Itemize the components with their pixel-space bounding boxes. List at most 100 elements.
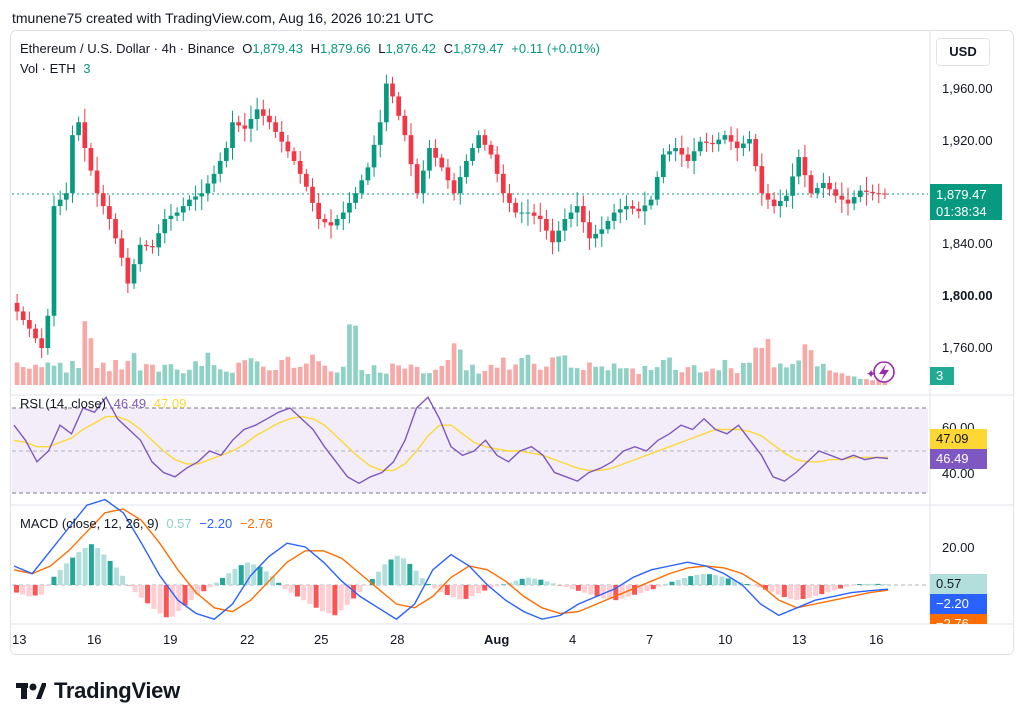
currency-button[interactable]: USD <box>936 38 990 66</box>
countdown-timer: 01:38:34 <box>936 204 987 219</box>
macd-histogram-bar <box>120 575 126 585</box>
candle-body <box>544 219 549 231</box>
volume-bar <box>605 370 611 385</box>
candle-body <box>728 135 734 142</box>
macd-histogram-bar <box>863 583 869 585</box>
lightning-icon[interactable] <box>873 361 895 383</box>
price-tick-1840: 1,840.00 <box>942 236 993 251</box>
macd-histogram-bar <box>313 585 319 608</box>
candle-body <box>82 122 88 149</box>
high-value: 1,879.66 <box>319 41 371 56</box>
volume-bar <box>27 368 32 385</box>
candle-body <box>827 182 832 190</box>
volume-bar <box>143 364 149 385</box>
volume-bar <box>113 359 118 385</box>
volume-bar <box>285 356 291 385</box>
macd-histogram-bar <box>207 585 213 588</box>
current-price-tag-value: 1,879.47 <box>936 187 987 202</box>
volume-bar <box>236 362 241 385</box>
candle-body <box>57 199 63 207</box>
candle-body <box>667 151 672 155</box>
rsi-ma-value: 47.09 <box>153 396 187 411</box>
volume-bar <box>76 367 81 385</box>
low-value: 1,876.42 <box>385 41 437 56</box>
volume-bar <box>408 364 414 385</box>
volume-bar <box>174 369 180 385</box>
candle-body <box>162 219 168 234</box>
volume-bar <box>82 321 88 385</box>
volume-bar <box>673 369 678 385</box>
candle-body <box>630 206 635 209</box>
symbol-label[interactable]: Ethereum / U.S. Dollar · 4h · Binance <box>20 41 235 56</box>
candle-body <box>500 173 506 194</box>
macd-histogram-bar <box>20 585 26 595</box>
volume-bar <box>353 325 358 385</box>
macd-histogram-bar <box>763 585 769 590</box>
candle-body <box>408 135 414 165</box>
macd-histogram-bar <box>101 554 107 585</box>
candle-body <box>451 180 457 194</box>
volume-bar <box>457 349 463 385</box>
volume-bar <box>531 363 537 385</box>
candle-body <box>636 208 642 212</box>
candle-body <box>168 215 174 219</box>
macd-histogram-bar <box>681 577 687 585</box>
candle-body <box>254 109 260 120</box>
chart-frame <box>10 30 1014 655</box>
candle-body <box>193 196 198 200</box>
candle-body <box>802 157 808 176</box>
volume-bar <box>125 361 131 385</box>
rsi-tick-40: 40.00 <box>942 466 975 481</box>
candle-body <box>427 148 432 171</box>
candle-body <box>580 206 586 223</box>
macd-histogram-bar <box>263 571 269 585</box>
volume-bar <box>384 373 389 385</box>
macd-histogram-bar <box>775 585 781 595</box>
volume-bar <box>537 369 543 385</box>
volume-bar <box>291 367 297 385</box>
macd-histogram-bar <box>557 585 563 586</box>
time-tick-19: 19 <box>163 632 177 647</box>
volume-label[interactable]: Vol · ETH <box>20 61 76 76</box>
change-value: +0.11 (+0.01%) <box>511 41 600 56</box>
candle-body <box>759 166 765 194</box>
macd-histogram-bar <box>257 566 263 585</box>
volume-bar <box>833 372 839 385</box>
low-label: L <box>378 41 386 56</box>
tradingview-logo[interactable]: TradingView <box>16 678 180 704</box>
macd-histogram-bar <box>82 547 88 585</box>
macd-histogram-bar <box>725 578 731 585</box>
candle-body <box>599 229 605 234</box>
macd-histogram-bar <box>107 560 113 585</box>
candle-body <box>230 122 235 149</box>
volume-bar <box>611 363 617 385</box>
volume-bar <box>654 367 660 385</box>
candle-body <box>273 122 278 132</box>
volume-bar <box>119 369 125 385</box>
macd-histogram-bar <box>319 585 325 612</box>
candle-body <box>285 141 291 152</box>
macd-histogram-bar <box>669 581 675 585</box>
candle-body <box>119 238 125 258</box>
macd-label[interactable]: MACD (close, 12, 26, 9) <box>20 516 159 531</box>
volume-bar <box>876 379 882 385</box>
volume-bar <box>433 369 438 385</box>
macd-histogram-bar <box>95 547 101 585</box>
macd-histogram-bar <box>650 585 656 590</box>
candle-body <box>488 144 494 155</box>
macd-histogram-bar <box>70 557 76 585</box>
volume-bar <box>734 373 740 385</box>
macd-series <box>13 498 889 621</box>
macd-line <box>13 498 889 621</box>
macd-histogram-bar <box>644 585 650 592</box>
candle-body <box>94 170 100 194</box>
volume-bar <box>248 358 254 385</box>
macd-histogram-bar <box>663 583 669 585</box>
candle-body <box>88 148 94 171</box>
rsi-label[interactable]: RSI (14, close) <box>20 396 106 411</box>
macd-histogram-bar <box>638 585 644 593</box>
price-legend: Ethereum / U.S. Dollar · 4h · Binance O1… <box>20 41 604 56</box>
price-tick-1960: 1,960.00 <box>942 81 993 96</box>
macd-histogram-bar <box>451 585 456 598</box>
candle-body <box>771 199 777 207</box>
